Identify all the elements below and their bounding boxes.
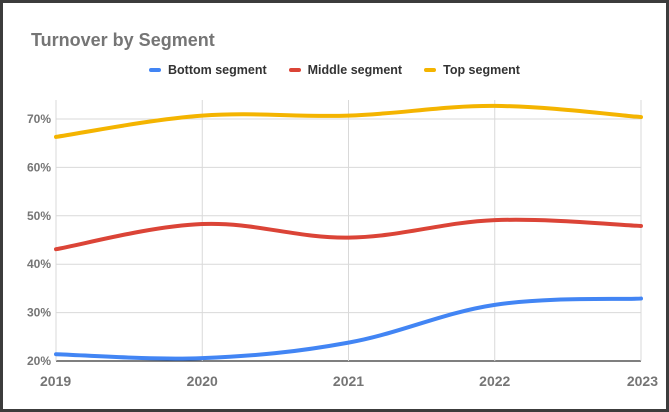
data-point-1-4[interactable] (638, 223, 644, 229)
data-point-0-1[interactable] (199, 355, 205, 361)
series-lines (53, 103, 644, 361)
data-point-0-2[interactable] (346, 340, 352, 346)
x-axis-ticks: 2019 2020 2021 2022 2023 (40, 373, 658, 389)
legend: Bottom segment Middle segment Top segmen… (3, 63, 666, 77)
legend-label-middle: Middle segment (307, 63, 403, 77)
data-point-2-1[interactable] (199, 113, 205, 119)
y-tick-label: 70% (27, 112, 51, 126)
legend-item-middle-segment[interactable]: Middle segment (288, 63, 403, 77)
x-tick-label: 2022 (479, 373, 510, 389)
series-line-bottom-segment[interactable] (54, 296, 643, 361)
legend-swatch-middle (288, 68, 301, 72)
data-point-2-0[interactable] (53, 134, 59, 140)
data-point-1-3[interactable] (492, 217, 498, 223)
y-tick-label: 20% (27, 354, 51, 368)
series-line-middle-segment[interactable] (54, 217, 643, 252)
gridlines (55, 100, 642, 362)
data-point-0-0[interactable] (53, 351, 59, 357)
x-tick-label: 2021 (333, 373, 364, 389)
legend-swatch-top (424, 68, 437, 72)
data-point-2-3[interactable] (492, 103, 498, 109)
data-point-2-2[interactable] (346, 113, 352, 119)
chart-title: Turnover by Segment (31, 30, 215, 50)
data-point-1-2[interactable] (346, 235, 352, 241)
data-point-0-4[interactable] (638, 296, 644, 302)
legend-item-top-segment[interactable]: Top segment (424, 63, 520, 77)
legend-item-bottom-segment[interactable]: Bottom segment (149, 63, 267, 77)
legend-swatch-bottom (149, 68, 162, 72)
y-tick-label: 30% (27, 306, 51, 320)
y-tick-label: 40% (27, 257, 51, 271)
data-point-0-3[interactable] (492, 302, 498, 308)
series-line-top-segment[interactable] (54, 103, 643, 139)
y-tick-label: 60% (27, 160, 51, 174)
x-tick-label: 2020 (187, 373, 218, 389)
data-point-1-1[interactable] (199, 221, 205, 227)
legend-label-top: Top segment (443, 63, 520, 77)
y-tick-label: 50% (27, 209, 51, 223)
data-point-1-0[interactable] (53, 246, 59, 252)
x-tick-label: 2023 (627, 373, 658, 389)
data-point-2-4[interactable] (638, 114, 644, 120)
legend-label-bottom: Bottom segment (168, 63, 267, 77)
x-tick-label: 2019 (40, 373, 71, 389)
plot-area: 20% 30% 40% 50% 60% 70% 2019 2020 2021 2022 2023 (27, 100, 658, 389)
y-axis-ticks: 20% 30% 40% 50% 60% 70% (27, 112, 51, 368)
